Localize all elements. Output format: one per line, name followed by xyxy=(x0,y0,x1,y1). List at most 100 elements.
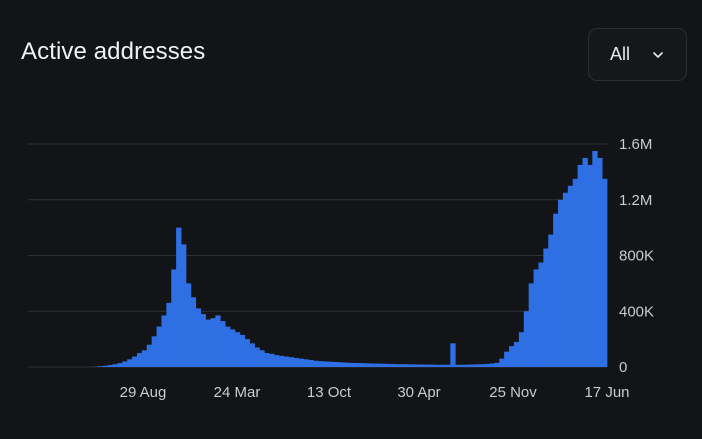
bar xyxy=(396,364,402,367)
x-tick-label: 29 Aug xyxy=(120,384,167,401)
bar xyxy=(327,361,334,367)
bar xyxy=(176,227,182,368)
bar xyxy=(533,269,539,367)
bar xyxy=(303,359,309,367)
bar xyxy=(323,361,329,367)
bar xyxy=(318,361,324,367)
bar xyxy=(577,164,583,367)
bar xyxy=(523,311,530,367)
bar xyxy=(435,364,441,367)
bar xyxy=(210,318,216,367)
bar xyxy=(146,344,153,367)
bar xyxy=(528,283,534,368)
bar xyxy=(156,326,162,367)
bar xyxy=(332,361,339,367)
bar xyxy=(136,353,143,367)
chevron-down-icon xyxy=(653,51,663,58)
bar xyxy=(455,364,461,367)
bar xyxy=(132,356,138,367)
bar xyxy=(141,350,148,367)
bar xyxy=(254,347,260,367)
bar xyxy=(587,164,593,367)
bar xyxy=(592,150,598,367)
bar xyxy=(200,314,206,367)
x-axis-ticks: 29 Aug 24 Mar 13 Oct 30 Apr 25 Nov 17 Jun xyxy=(120,384,630,401)
bar xyxy=(342,362,348,367)
bar xyxy=(278,355,285,367)
bar xyxy=(450,343,456,367)
bar xyxy=(406,364,412,367)
bars xyxy=(92,150,608,368)
bar xyxy=(479,364,485,367)
bar xyxy=(151,336,157,367)
bar xyxy=(337,362,344,367)
y-tick-label: 400K xyxy=(619,303,654,320)
bar xyxy=(127,359,133,367)
bar xyxy=(190,297,197,367)
time-range-dropdown[interactable]: All xyxy=(588,28,687,81)
bar xyxy=(107,365,113,367)
bar xyxy=(572,178,579,367)
bar xyxy=(234,332,241,367)
bar xyxy=(357,363,363,367)
bar xyxy=(597,157,603,367)
bar xyxy=(225,326,231,367)
bar xyxy=(381,363,388,367)
time-range-value: All xyxy=(610,44,631,64)
bar xyxy=(215,315,221,367)
bar xyxy=(504,351,510,367)
bar xyxy=(274,355,280,367)
bar xyxy=(494,362,500,367)
bar xyxy=(161,315,167,367)
bar xyxy=(440,364,446,367)
x-tick-label: 30 Apr xyxy=(397,384,440,401)
x-tick-label: 24 Mar xyxy=(214,384,261,401)
bar xyxy=(195,308,202,367)
bar xyxy=(283,356,290,367)
bar xyxy=(567,185,574,367)
bar xyxy=(430,364,437,367)
bar xyxy=(420,364,427,367)
x-tick-label: 17 Jun xyxy=(584,384,629,401)
bar xyxy=(367,363,373,367)
bar xyxy=(538,262,544,367)
bar xyxy=(122,361,128,367)
x-tick-label: 25 Nov xyxy=(489,384,537,401)
y-tick-label: 800K xyxy=(619,248,654,265)
bar xyxy=(185,283,192,368)
bar xyxy=(465,364,471,367)
bar xyxy=(509,346,515,367)
bar xyxy=(347,362,353,367)
bar xyxy=(391,364,397,367)
bar xyxy=(376,363,383,367)
bar xyxy=(484,363,490,367)
bar xyxy=(171,269,177,367)
bar xyxy=(239,334,246,367)
bar xyxy=(181,244,187,367)
bar xyxy=(244,339,250,368)
bar xyxy=(259,350,265,367)
bar xyxy=(460,364,466,367)
bar xyxy=(553,213,559,367)
bar xyxy=(416,364,422,367)
bar xyxy=(288,357,295,367)
bar xyxy=(562,192,569,367)
bar xyxy=(499,358,505,367)
bar xyxy=(445,364,451,367)
y-tick-label: 1.6M xyxy=(619,136,652,153)
bar xyxy=(220,321,226,367)
bar xyxy=(313,360,319,367)
chart-title: Active addresses xyxy=(21,38,206,65)
bar xyxy=(249,343,255,367)
bar xyxy=(352,362,358,367)
bar xyxy=(308,360,314,367)
y-tick-label: 1.2M xyxy=(619,192,652,209)
bar xyxy=(558,199,564,367)
bar xyxy=(362,363,368,367)
bar xyxy=(269,353,275,367)
bar xyxy=(386,363,392,367)
bar xyxy=(371,363,378,367)
bar xyxy=(229,329,236,367)
